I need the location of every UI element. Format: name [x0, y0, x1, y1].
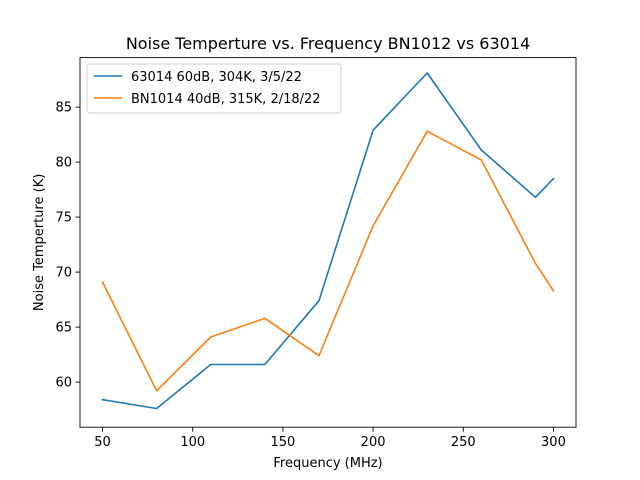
x-tick-label: 50	[94, 435, 111, 450]
y-tick-label: 60	[55, 376, 72, 391]
series-1-point	[210, 336, 212, 338]
series-0-point	[534, 196, 537, 198]
legend-box	[86, 63, 342, 114]
series-0-point	[318, 300, 320, 302]
series-1-point	[480, 159, 482, 161]
series-1-point	[156, 390, 158, 392]
x-axis-ticks: 50 100 150 200 250 300	[94, 427, 566, 450]
y-tick-label: 70	[55, 266, 72, 281]
series-layer	[101, 72, 555, 410]
series-0-point	[480, 149, 482, 151]
series-0-point	[156, 407, 158, 410]
series-0-point	[552, 178, 555, 180]
series-1-point	[264, 317, 266, 319]
x-axis-label: Frequency (MHz)	[273, 456, 382, 471]
x-tick-label: 200	[361, 435, 386, 450]
x-tick-label: 250	[451, 435, 476, 450]
series-1-point	[318, 355, 320, 357]
series-line-0	[101, 72, 555, 410]
series-0-point	[101, 399, 104, 401]
axes-frame	[79, 57, 577, 428]
legend-label-63014: 63014 60dB, 304K, 3/5/22	[131, 70, 302, 85]
x-tick-label: 100	[180, 435, 205, 450]
y-tick-label: 85	[55, 101, 72, 116]
series-0-point	[372, 129, 374, 131]
y-axis-label: Noise Temperture (K)	[32, 174, 47, 311]
legend: 63014 60dB, 304K, 3/5/22 BN1014 40dB, 31…	[86, 63, 342, 114]
series-1-point	[101, 281, 104, 283]
series-0-point	[210, 363, 212, 366]
y-axis-ticks: 60 65 70 75 80 85	[55, 101, 80, 391]
series-1-point	[552, 290, 555, 292]
x-tick-label: 300	[541, 435, 566, 450]
series-1-point	[372, 225, 374, 227]
series-1-point	[426, 130, 428, 132]
y-tick-label: 75	[55, 211, 72, 226]
y-tick-label: 65	[55, 321, 72, 336]
series-0-point	[426, 72, 428, 74]
series-0-point	[264, 363, 266, 366]
series-line-1	[101, 130, 555, 392]
y-tick-label: 80	[55, 156, 72, 171]
chart-title: Noise Temperture vs. Frequency BN1012 vs…	[126, 34, 530, 53]
series-1-point	[534, 262, 537, 264]
legend-label-bn1014: BN1014 40dB, 315K, 2/18/22	[131, 92, 321, 107]
x-tick-label: 150	[270, 435, 295, 450]
